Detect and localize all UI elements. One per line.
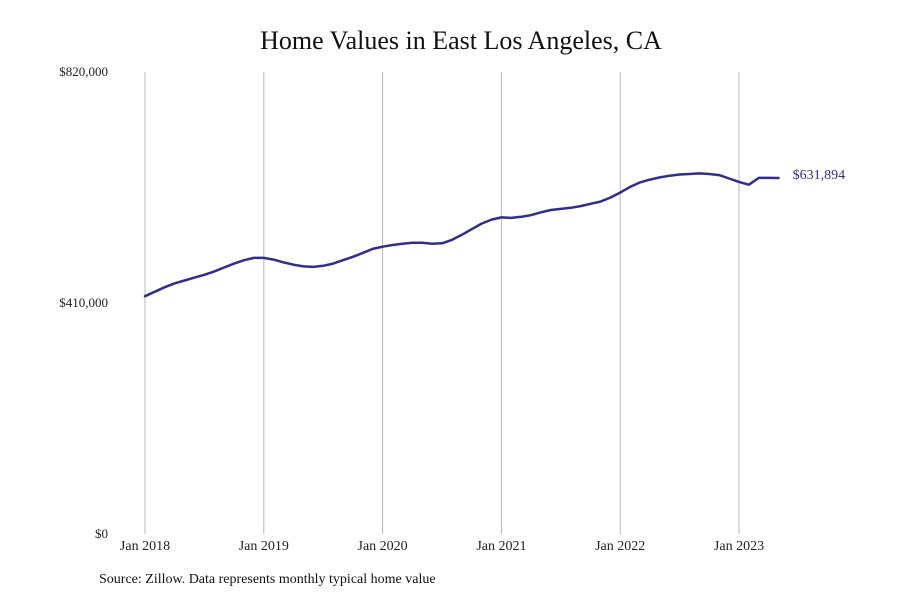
chart-title: Home Values in East Los Angeles, CA	[260, 26, 662, 55]
y-tick-label: $410,000	[59, 295, 108, 310]
y-axis-ticks: $820,000 $410,000 $0	[59, 64, 108, 541]
end-value-label: $631,894	[793, 168, 846, 183]
x-tick-label: Jan 2022	[595, 539, 645, 554]
x-tick-label: Jan 2023	[714, 539, 764, 554]
data-labels: $631,894	[793, 168, 846, 183]
x-tick-label: Jan 2021	[476, 539, 526, 554]
y-tick-label: $0	[95, 526, 108, 541]
x-tick-label: Jan 2020	[358, 539, 408, 554]
series-group	[143, 172, 780, 298]
source-note: Source: Zillow. Data represents monthly …	[99, 572, 436, 587]
x-axis-ticks: Jan 2018 Jan 2019 Jan 2020 Jan 2021 Jan 2022…	[120, 539, 764, 554]
y-tick-label: $820,000	[59, 64, 108, 79]
x-tick-label: Jan 2018	[120, 539, 170, 554]
x-tick-label: Jan 2019	[239, 539, 289, 554]
series-line-0	[143, 172, 780, 298]
grid-lines	[144, 72, 740, 534]
